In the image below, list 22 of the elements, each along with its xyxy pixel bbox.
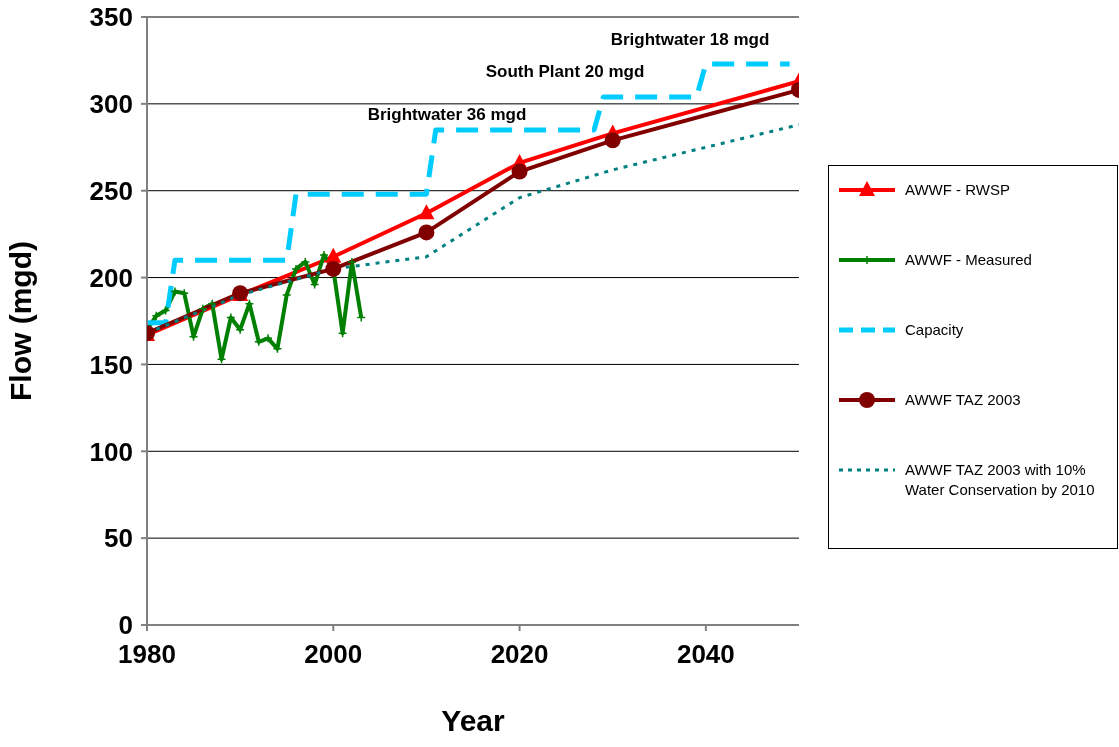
y-tick-label: 300 xyxy=(89,89,133,120)
y-tick-label: 350 xyxy=(89,2,133,33)
y-tick-label: 200 xyxy=(89,262,133,293)
x-axis-title: Year xyxy=(441,704,506,737)
annotation: South Plant 20 mgd xyxy=(485,62,645,82)
y-tick-label: 250 xyxy=(89,175,133,206)
legend-label: AWWF TAZ 2003 xyxy=(905,390,1022,410)
y-tick-label: 50 xyxy=(104,523,133,554)
y-tick-label: 0 xyxy=(118,610,133,641)
x-tick-label: 1980 xyxy=(118,639,176,670)
y-tick-label: 100 xyxy=(89,436,133,467)
legend-label: AWWF TAZ 2003 with 10% Water Conservation by 2010 xyxy=(905,460,1096,500)
annotation: Brightwater 36 mgd xyxy=(367,105,527,125)
x-tick-label: 2000 xyxy=(304,639,363,670)
legend-label: AWWF - Measured xyxy=(905,250,1033,270)
y-tick-label: 150 xyxy=(89,349,133,380)
legend-label: AWWF - RWSP xyxy=(905,180,1011,200)
annotation: Brightwater 18 mgd xyxy=(610,30,770,50)
y-axis-title: Flow (mgd) xyxy=(3,241,37,401)
x-tick-label: 2040 xyxy=(676,639,735,670)
legend-label: Capacity xyxy=(905,320,965,340)
x-tick-label: 2020 xyxy=(490,639,549,670)
